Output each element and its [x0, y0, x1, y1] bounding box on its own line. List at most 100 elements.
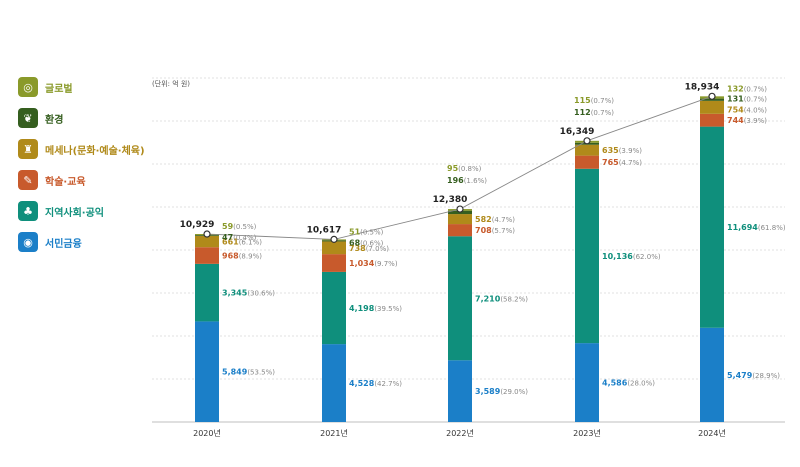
total-label: 18,934 — [685, 82, 720, 92]
bar-segment — [575, 343, 599, 422]
data-label: 744(3.9%) — [727, 116, 767, 125]
total-marker — [330, 235, 338, 243]
data-label: 3,589(29.0%) — [475, 387, 528, 396]
legend-item: ◎ 글로벌 — [18, 76, 158, 98]
people-icon: ♣ — [18, 201, 38, 221]
legend-label: 메세나(문화·예술·체육) — [45, 145, 145, 157]
data-label-value: 51 — [349, 227, 361, 236]
bar-segment — [448, 236, 472, 361]
legend: ◎ 글로벌 ❦ 환경 ♜ 메세나(문화·예술·체육) ✎ 학술·교육 ♣ 지역사회·공익 ◉ 서민금융 — [18, 76, 158, 262]
bar-segment — [448, 224, 472, 237]
data-label-value: 5,479 — [727, 371, 753, 380]
bar-segment — [322, 254, 346, 272]
data-label-pct: (0.7%) — [744, 95, 768, 103]
legend-label: 학술·교육 — [45, 176, 86, 188]
bar-segment — [448, 360, 472, 422]
data-label-pct: (0.7%) — [744, 85, 768, 93]
data-label-pct: (0.8%) — [458, 165, 482, 173]
data-label-pct: (6.1%) — [239, 239, 263, 247]
data-label: 4,528(42.7%) — [349, 379, 402, 388]
data-label-value: 708 — [475, 226, 492, 235]
data-label-pct: (0.6%) — [360, 239, 384, 247]
data-label-pct: (0.5%) — [233, 223, 257, 231]
x-tick-label: 2021년 — [320, 428, 348, 438]
data-label-value: 132 — [727, 84, 744, 93]
data-label: 196(1.6%) — [447, 176, 487, 185]
bar-segment — [575, 155, 599, 169]
unit-label: (단위: 억 원) — [152, 80, 191, 88]
data-label-value: 47 — [222, 233, 233, 242]
data-label-pct: (42.7%) — [374, 380, 402, 388]
data-label: 131(0.7%) — [727, 94, 767, 103]
data-label-pct: (39.5%) — [374, 305, 402, 313]
data-label-pct: (58.2%) — [500, 295, 528, 303]
data-label-value: 131 — [727, 94, 744, 103]
bar-segment — [575, 168, 599, 344]
data-label: 4,586(28.0%) — [602, 379, 655, 388]
total-marker — [583, 137, 591, 145]
bar-segment — [195, 247, 219, 264]
data-label-value: 744 — [727, 116, 744, 125]
data-label: 635(3.9%) — [602, 146, 642, 155]
data-label-value: 968 — [222, 252, 239, 261]
data-label: 708(5.7%) — [475, 226, 515, 235]
data-label: 5,849(53.5%) — [222, 368, 275, 377]
data-label: 68(0.6%) — [349, 238, 384, 247]
data-label-pct: (61.8%) — [758, 224, 786, 232]
bar-segment — [448, 214, 472, 225]
data-label-value: 59 — [222, 222, 234, 231]
data-label: 765(4.7%) — [602, 158, 642, 167]
bar-segment — [322, 344, 346, 422]
data-label-value: 115 — [574, 96, 591, 105]
data-label-pct: (4.0%) — [744, 106, 768, 114]
data-label: 115(0.7%) — [574, 96, 614, 105]
data-label-value: 635 — [602, 146, 619, 155]
bar-segment — [700, 327, 724, 422]
data-label-value: 7,210 — [475, 294, 501, 303]
data-label-pct: (3.9%) — [744, 117, 768, 125]
data-label-value: 95 — [447, 164, 459, 173]
data-label-pct: (7.0%) — [366, 245, 390, 253]
total-marker — [456, 205, 464, 213]
bar-segment — [322, 241, 346, 255]
data-label: 582(4.7%) — [475, 215, 515, 224]
data-label-value: 196 — [447, 176, 464, 185]
total-label: 10,617 — [307, 225, 342, 235]
data-label: 4,198(39.5%) — [349, 304, 402, 313]
data-label-value: 4,586 — [602, 379, 628, 388]
data-label-pct: (29.0%) — [500, 388, 528, 396]
data-label-pct: (0.4%) — [233, 234, 257, 242]
data-label: 7,210(58.2%) — [475, 294, 528, 303]
data-label-value: 661 — [222, 238, 239, 247]
legend-label: 지역사회·공익 — [45, 207, 104, 219]
data-label-value: 4,528 — [349, 379, 375, 388]
data-label-pct: (28.0%) — [627, 380, 655, 388]
x-tick-label: 2022년 — [446, 428, 474, 438]
data-label-value: 4,198 — [349, 304, 375, 313]
coins-icon: ◉ — [18, 232, 38, 252]
data-label-pct: (3.9%) — [619, 147, 643, 155]
bar-segment — [195, 321, 219, 422]
data-label: 754(4.0%) — [727, 105, 767, 114]
bar-segment — [575, 144, 599, 156]
legend-label: 서민금융 — [45, 238, 82, 250]
legend-item: ✎ 학술·교육 — [18, 169, 158, 191]
data-label-value: 10,136 — [602, 252, 633, 261]
data-label: 59(0.5%) — [222, 222, 257, 231]
x-tick-label: 2023년 — [573, 428, 601, 438]
data-label: 132(0.7%) — [727, 84, 767, 93]
data-label-value: 3,345 — [222, 289, 248, 298]
data-label-pct: (0.7%) — [591, 109, 615, 117]
total-label: 10,929 — [180, 220, 215, 230]
legend-item: ◉ 서민금융 — [18, 231, 158, 253]
x-tick-label: 2024년 — [698, 428, 726, 438]
bar-segment — [700, 113, 724, 127]
trophy-icon: ♜ — [18, 139, 38, 159]
data-label-pct: (1.6%) — [464, 177, 488, 185]
legend-item: ♜ 메세나(문화·예술·체육) — [18, 138, 158, 160]
data-label-pct: (28.9%) — [752, 372, 780, 380]
data-label: 968(8.9%) — [222, 252, 262, 261]
x-tick-label: 2020년 — [193, 428, 221, 438]
data-label-value: 3,589 — [475, 387, 501, 396]
